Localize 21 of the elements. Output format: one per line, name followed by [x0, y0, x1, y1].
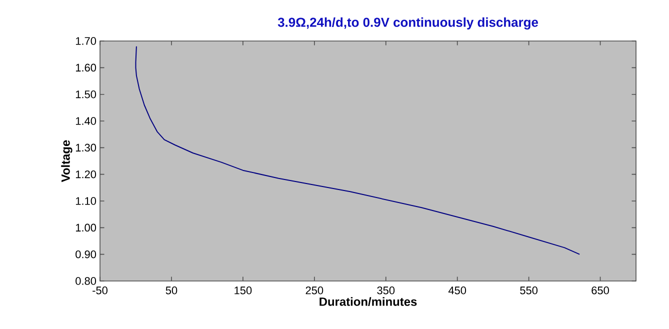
x-tick-label: 50 [166, 286, 178, 294]
y-tick-label: 0.90 [76, 250, 96, 258]
y-tick-label: 1.20 [76, 170, 96, 178]
y-tick-label: 1.30 [76, 144, 96, 152]
chart-title: 3.9Ω,24h/d,to 0.9V continuously discharge [278, 17, 538, 30]
y-tick-label: 1.10 [76, 197, 96, 205]
x-tick-label: 450 [448, 286, 466, 294]
y-axis-title: Voltage [61, 140, 72, 182]
y-tick-label: 1.50 [76, 90, 96, 98]
y-tick-label: 1.60 [76, 64, 96, 72]
x-tick-label: 150 [234, 286, 252, 294]
x-axis-title: Duration/minutes [320, 297, 417, 306]
x-tick-label: 550 [520, 286, 538, 294]
x-tick-label: 350 [377, 286, 395, 294]
y-tick-label: 1.70 [76, 37, 96, 45]
y-tick-label: 1.40 [76, 117, 96, 125]
x-tick-label: -50 [92, 286, 108, 294]
x-tick-label: 250 [306, 286, 324, 294]
x-tick-label: 650 [592, 286, 609, 294]
y-tick-label: 1.00 [76, 224, 96, 232]
y-tick-label: 0.80 [76, 277, 96, 285]
